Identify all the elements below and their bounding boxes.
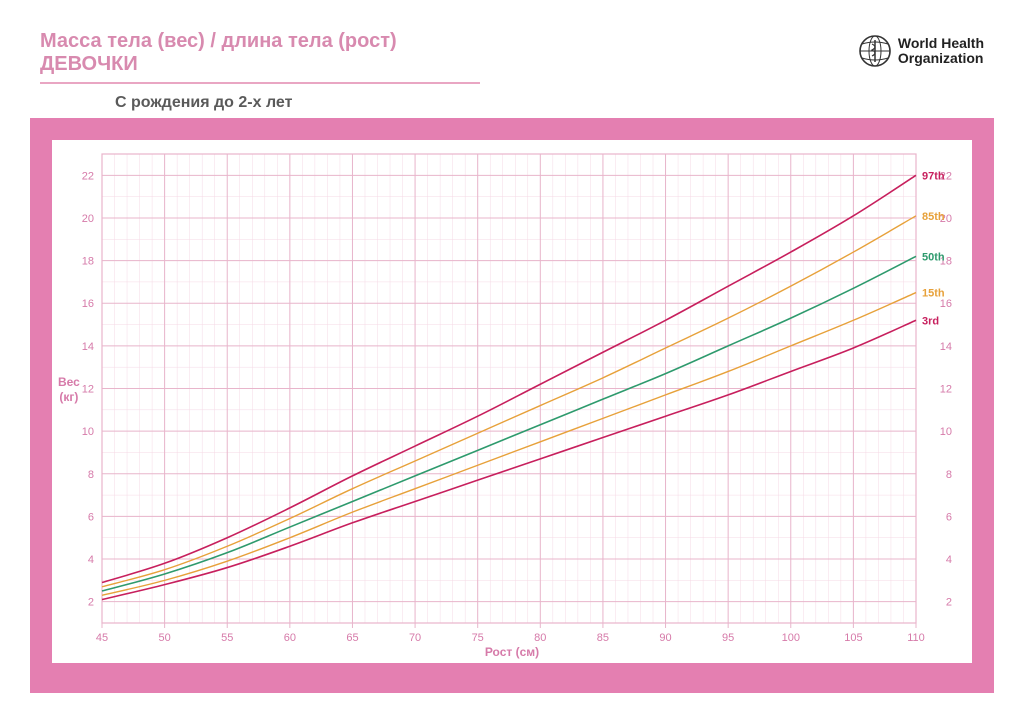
- svg-text:85th: 85th: [922, 211, 945, 223]
- chart-plot-area: Вес (кг) 4550556065707580859095100105110…: [52, 140, 972, 663]
- svg-text:6: 6: [946, 511, 952, 523]
- svg-text:110: 110: [907, 632, 925, 644]
- page-subtitle: С рождения до 2-х лет: [115, 94, 984, 112]
- svg-text:97th: 97th: [922, 170, 945, 182]
- header: Масса тела (вес) / длина тела (рост) ДЕВ…: [0, 0, 1024, 118]
- svg-text:95: 95: [722, 632, 734, 644]
- svg-text:10: 10: [940, 426, 952, 438]
- svg-text:3rd: 3rd: [922, 315, 939, 327]
- x-axis-label: Рост (см): [52, 645, 972, 659]
- svg-text:15th: 15th: [922, 288, 945, 300]
- svg-text:65: 65: [346, 632, 358, 644]
- svg-text:8: 8: [88, 469, 94, 481]
- growth-chart-svg: 4550556065707580859095100105110224466881…: [52, 140, 972, 663]
- svg-text:2: 2: [88, 597, 94, 609]
- who-logo-block: World Health Organization: [858, 34, 984, 68]
- svg-text:50: 50: [158, 632, 170, 644]
- who-logo-icon: [858, 34, 892, 68]
- svg-text:22: 22: [82, 170, 94, 182]
- who-logo-text: World Health Organization: [898, 36, 984, 67]
- svg-text:2: 2: [946, 597, 952, 609]
- svg-text:16: 16: [82, 298, 94, 310]
- svg-text:12: 12: [940, 384, 952, 396]
- svg-text:6: 6: [88, 511, 94, 523]
- y-axis-label: Вес (кг): [58, 375, 80, 404]
- svg-text:100: 100: [782, 632, 800, 644]
- svg-text:14: 14: [940, 341, 952, 353]
- svg-text:4: 4: [88, 554, 94, 566]
- svg-text:16: 16: [940, 298, 952, 310]
- svg-text:75: 75: [472, 632, 484, 644]
- svg-text:105: 105: [844, 632, 862, 644]
- svg-text:8: 8: [946, 469, 952, 481]
- svg-text:4: 4: [946, 554, 952, 566]
- chart-frame: Вес (кг) 45 50 55 60 65 70 75 80 85 90 95 100 105 110…: [30, 118, 994, 693]
- page-title: Масса тела (вес) / длина тела (рост) ДЕВ…: [40, 30, 480, 84]
- svg-text:70: 70: [409, 632, 421, 644]
- svg-text:60: 60: [284, 632, 296, 644]
- svg-text:18: 18: [82, 256, 94, 268]
- svg-text:20: 20: [82, 213, 94, 225]
- svg-text:50th: 50th: [922, 251, 945, 263]
- svg-text:12: 12: [82, 384, 94, 396]
- svg-text:80: 80: [534, 632, 546, 644]
- svg-text:55: 55: [221, 632, 233, 644]
- svg-text:45: 45: [96, 632, 108, 644]
- svg-text:14: 14: [82, 341, 94, 353]
- svg-text:10: 10: [82, 426, 94, 438]
- svg-text:85: 85: [597, 632, 609, 644]
- svg-text:90: 90: [659, 632, 671, 644]
